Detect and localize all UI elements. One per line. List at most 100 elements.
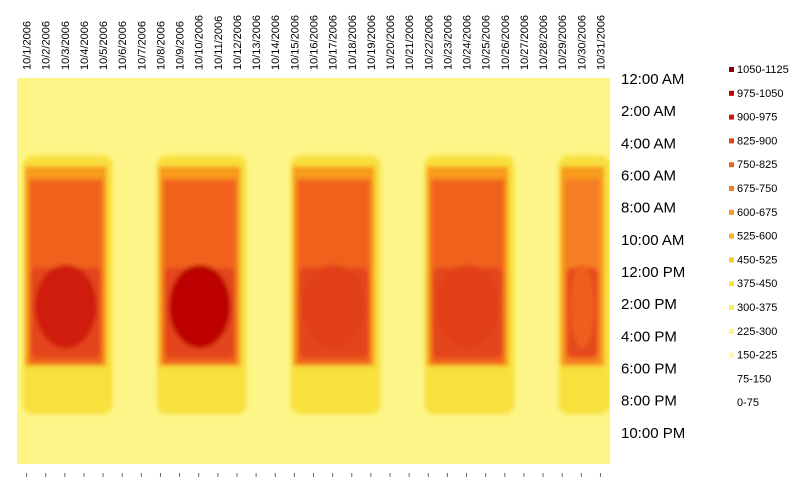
cell-peak [35, 264, 97, 349]
x-tick-label: 10/5/2006 [98, 21, 110, 70]
legend-swatch [729, 162, 734, 168]
x-tick-label: 10/19/2006 [366, 15, 378, 70]
y-tick-label: 4:00 PM [621, 328, 677, 345]
y-tick-label: 2:00 AM [621, 103, 676, 120]
legend-item: 675-750 [729, 183, 777, 195]
legend-item: 975-1050 [729, 88, 784, 100]
x-tick-label: 10/28/2006 [538, 15, 550, 70]
x-tick-label: 10/7/2006 [136, 21, 148, 70]
legend-label: 900-975 [737, 112, 777, 124]
x-tick-label: 10/22/2006 [423, 15, 435, 70]
legend-label: 225-300 [737, 326, 777, 338]
y-tick-label: 6:00 PM [621, 361, 677, 378]
legend-item: 600-675 [729, 207, 777, 219]
x-tick-label: 10/20/2006 [385, 15, 397, 70]
x-tick-label: 10/8/2006 [155, 21, 167, 70]
legend-label: 750-825 [737, 159, 777, 171]
legend-swatch [729, 114, 734, 120]
legend-label: 375-450 [737, 278, 777, 290]
x-tick-label: 10/27/2006 [519, 15, 531, 70]
x-tick-labels: 10/1/2006 10/2/2006 10/3/2006 10/4/2006 10/5… [22, 15, 608, 70]
legend-label: 300-375 [737, 302, 777, 314]
y-tick-label: 8:00 PM [621, 393, 677, 410]
y-tick-label: 10:00 PM [621, 425, 685, 442]
y-tick-label: 10:00 AM [621, 232, 684, 249]
x-tick-label: 10/26/2006 [500, 15, 512, 70]
y-tick-label: 12:00 PM [621, 264, 685, 281]
x-tick-label: 10/3/2006 [60, 21, 72, 70]
legend-label: 0-75 [737, 397, 759, 409]
legend-label: 1050-1125 [737, 64, 789, 76]
legend-swatch [729, 67, 734, 72]
legend-item: 225-300 [729, 326, 777, 338]
legend-item: 900-975 [729, 112, 777, 124]
legend-item: 750-825 [729, 159, 777, 171]
legend-label: 675-750 [737, 183, 777, 195]
y-tick-label: 6:00 AM [621, 168, 676, 185]
x-tick-label: 10/25/2006 [481, 15, 493, 70]
legend-label: 525-600 [737, 231, 777, 243]
legend-label: 825-900 [737, 135, 777, 147]
legend-item: 75-150 [729, 373, 771, 385]
cell-peak [570, 264, 594, 349]
x-tick-label: 10/30/2006 [576, 15, 588, 70]
cell-peak [436, 264, 499, 349]
y-tick-label: 8:00 AM [621, 200, 676, 217]
y-tick-labels: 12:00 AM 2:00 AM 4:00 AM 6:00 AM 8:00 AM 10:0… [621, 71, 685, 442]
legend-item: 825-900 [729, 135, 777, 147]
legend-swatch [729, 328, 734, 334]
y-tick-label: 12:00 AM [621, 71, 684, 88]
heatmap-cells [23, 155, 610, 415]
y-tick-label: 2:00 PM [621, 296, 677, 313]
x-tick-label: 10/4/2006 [79, 21, 91, 70]
x-tick-label: 10/11/2006 [213, 16, 225, 70]
legend-label: 450-525 [737, 254, 777, 266]
x-tick-label: 10/18/2006 [347, 15, 359, 70]
legend-item: 375-450 [729, 278, 777, 290]
week-block-2 [156, 155, 247, 415]
legend-item: 300-375 [729, 302, 777, 314]
legend-swatch [729, 376, 734, 382]
x-tick-label: 10/21/2006 [404, 15, 416, 70]
legend-swatch [729, 209, 734, 215]
x-tick-marks [26, 473, 601, 477]
x-tick-label: 10/9/2006 [175, 21, 187, 70]
week-block-4 [424, 155, 515, 415]
legend-swatch [729, 281, 734, 287]
x-tick-label: 10/2/2006 [41, 21, 53, 70]
legend-item: 450-525 [729, 254, 777, 266]
legend-swatch [729, 233, 734, 239]
x-tick-label: 10/12/2006 [232, 15, 244, 70]
week-block-3 [290, 155, 381, 415]
x-tick-label: 10/1/2006 [22, 21, 34, 70]
x-tick-label: 10/23/2006 [442, 15, 454, 70]
x-tick-label: 10/13/2006 [251, 15, 263, 70]
x-tick-label: 10/16/2006 [309, 15, 321, 70]
legend-swatch [729, 186, 734, 191]
legend-swatch [729, 138, 734, 144]
legend-swatch [729, 352, 734, 358]
legend-label: 75-150 [737, 373, 771, 385]
x-tick-label: 10/14/2006 [270, 15, 282, 70]
week-block-1 [23, 155, 113, 415]
legend-item: 0-75 [729, 397, 759, 409]
legend-label: 150-225 [737, 350, 777, 362]
x-tick-label: 10/15/2006 [289, 15, 301, 70]
x-tick-label: 10/6/2006 [117, 21, 129, 70]
legend-item: 150-225 [729, 350, 777, 362]
legend-swatch [729, 90, 734, 96]
legend-label: 600-675 [737, 207, 777, 219]
legend-item: 1050-1125 [729, 64, 789, 76]
legend-item: 525-600 [729, 231, 777, 243]
legend-swatch [729, 305, 734, 310]
x-tick-label: 10/10/2006 [194, 15, 206, 70]
week-block-5 [558, 155, 610, 415]
y-tick-label: 4:00 AM [621, 135, 676, 152]
x-tick-label: 10/29/2006 [557, 15, 569, 70]
cell-peak [168, 264, 231, 349]
x-tick-label: 10/24/2006 [462, 15, 474, 70]
legend-swatch [729, 257, 734, 263]
x-tick-label: 10/17/2006 [328, 15, 340, 70]
x-tick-label: 10/31/2006 [595, 15, 607, 70]
